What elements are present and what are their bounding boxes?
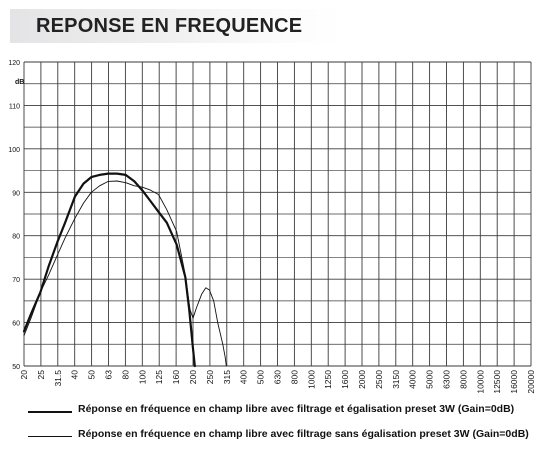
x-tick-label: 40 (70, 370, 80, 380)
x-tick-label: 20 (19, 370, 29, 380)
x-tick-label: 2000 (357, 370, 367, 389)
y-tick-label: 100 (8, 147, 20, 154)
x-tick-label: 125 (154, 370, 164, 384)
x-tick-label: 10000 (475, 370, 485, 394)
x-tick-label: 250 (205, 370, 215, 384)
y-tick-label: 90 (12, 190, 20, 197)
x-tick-label: 20000 (526, 370, 536, 394)
x-tick-label: 4000 (408, 370, 418, 389)
x-tick-label: 8000 (458, 370, 468, 389)
x-tick-label: 160 (171, 370, 181, 384)
x-axis-tick-labels: 20 25 31.5 40 50 63 80 100 125 160 200 250 315 400 500… (19, 370, 536, 394)
legend-swatch-thin (28, 436, 72, 437)
y-tick-label: 110 (9, 103, 20, 110)
x-tick-label: 1250 (323, 370, 333, 389)
x-tick-label: 400 (239, 370, 249, 384)
x-tick-label: 80 (120, 370, 130, 380)
page-title: REPONSE EN FREQUENCE (36, 15, 303, 37)
horizontal-gridlines (24, 61, 531, 367)
x-tick-label: 16000 (509, 370, 519, 394)
x-tick-label: 1600 (340, 370, 350, 389)
series-layer (22, 172, 227, 368)
series-line-with-equalisation (22, 172, 196, 368)
x-tick-label: 315 (222, 370, 232, 384)
legend-swatch-thick (28, 411, 72, 413)
x-tick-label: 25 (36, 370, 46, 380)
x-tick-label: 2500 (374, 370, 384, 389)
legend-label-2: Réponse en fréquence en champ libre avec… (78, 428, 529, 440)
x-tick-label: 630 (273, 370, 283, 384)
x-tick-label: 5000 (425, 370, 435, 389)
y-axis-label: dB (15, 79, 24, 86)
x-tick-label: 6300 (442, 370, 452, 389)
x-tick-label: 63 (104, 370, 114, 380)
x-tick-label: 100 (137, 370, 147, 384)
y-tick-label: 50 (12, 364, 20, 371)
x-tick-label: 31.5 (53, 370, 63, 387)
y-tick-label: 120 (8, 60, 20, 67)
x-tick-label: 3150 (391, 370, 401, 389)
x-tick-label: 500 (256, 370, 266, 384)
series-line-without-equalisation (23, 180, 227, 367)
y-tick-label: 80 (12, 234, 20, 241)
x-tick-label: 12500 (492, 370, 502, 394)
legend-label-1: Réponse en fréquence en champ libre avec… (78, 403, 515, 415)
x-tick-label: 200 (188, 370, 198, 384)
x-tick-label: 800 (289, 370, 299, 384)
x-tick-label: 1000 (306, 370, 316, 389)
y-tick-label: 60 (12, 321, 20, 328)
x-tick-label: 50 (87, 370, 97, 380)
title-band (10, 9, 342, 43)
y-axis-tick-labels: 50 60 70 80 90 100 110 120 (8, 60, 20, 371)
y-tick-label: 70 (12, 277, 20, 284)
